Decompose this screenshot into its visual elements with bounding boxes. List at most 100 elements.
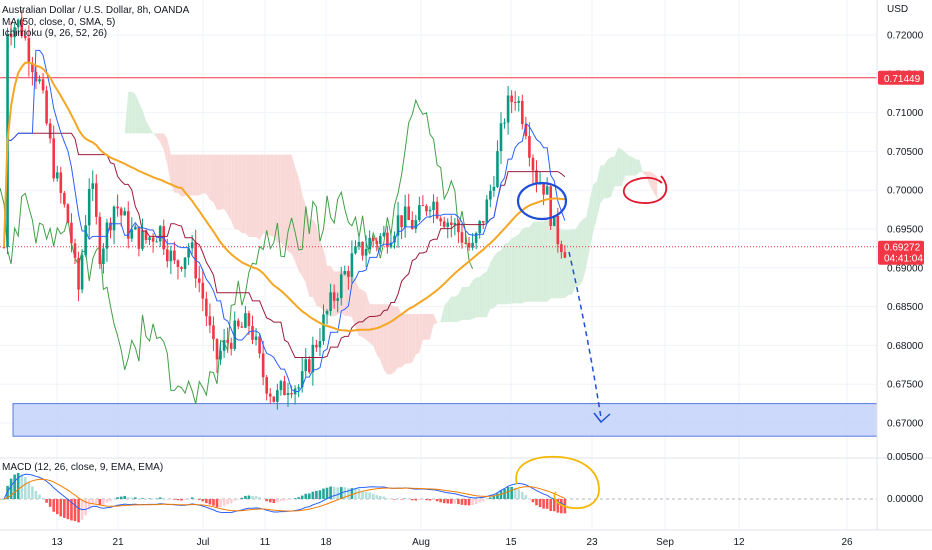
candle-body xyxy=(517,100,521,103)
candle-body xyxy=(311,344,315,373)
cloud-segment xyxy=(266,154,271,236)
macd-bar xyxy=(251,496,254,499)
candle-body xyxy=(503,122,506,124)
macd-bar xyxy=(272,499,276,504)
macd-bar xyxy=(293,498,297,499)
cloud-segment xyxy=(635,159,640,176)
macd-legend: MACD (12, 26, close, 9, EMA, EMA) xyxy=(2,462,163,473)
cloud-segment xyxy=(245,154,249,238)
cloud-segment xyxy=(639,159,643,174)
cloud-segment xyxy=(153,132,157,138)
cloud-segment xyxy=(600,165,604,204)
macd-bar xyxy=(538,499,542,508)
candle-body xyxy=(549,186,552,226)
macd-bar xyxy=(329,486,332,499)
macd-bar xyxy=(467,499,471,506)
time-axis[interactable]: 13 21 Jul 11 18 Aug 15 23 Sep 12 26 xyxy=(51,537,853,548)
candle-body xyxy=(112,206,116,231)
cloud-segment xyxy=(515,234,519,304)
macd-bar xyxy=(194,498,197,500)
candle-body xyxy=(66,204,70,223)
time-tick: 13 xyxy=(51,537,63,548)
macd-bar xyxy=(350,488,354,499)
cloud-segment xyxy=(447,296,452,323)
cloud-segment xyxy=(461,286,466,320)
candle-body xyxy=(496,151,499,187)
macd-bar xyxy=(524,495,528,499)
macd-bar xyxy=(55,499,59,515)
cloud-segment xyxy=(234,154,239,230)
candle-body xyxy=(506,95,510,123)
candle-body xyxy=(158,226,162,242)
candle-body xyxy=(560,244,563,253)
cloud-segment xyxy=(476,277,480,318)
macd-bar xyxy=(219,499,222,508)
price-tick: 0.72000 xyxy=(887,31,924,42)
cloud-segment xyxy=(614,147,619,187)
cloud-segment xyxy=(572,229,576,295)
cloud-segment xyxy=(312,219,317,306)
candle-body xyxy=(286,393,290,396)
price-tick: 0.69000 xyxy=(887,263,924,274)
macd-bar xyxy=(59,499,63,517)
cloud-segment xyxy=(603,159,608,199)
candle-body xyxy=(41,79,45,91)
candle-body xyxy=(336,298,339,301)
macd-bar xyxy=(201,499,205,502)
cloud-segment xyxy=(412,313,416,363)
candle-body xyxy=(34,72,38,82)
candle-body xyxy=(279,381,283,391)
cloud-segment xyxy=(252,154,257,238)
macd-bar xyxy=(2,499,6,500)
cloud-segment xyxy=(241,154,246,234)
macd-bar xyxy=(265,499,268,502)
macd-bar xyxy=(442,499,446,504)
cloud-segment xyxy=(383,304,388,375)
cloud-segment xyxy=(359,288,363,338)
macd-bar xyxy=(240,497,244,499)
candle-body xyxy=(16,19,20,28)
macd-bar xyxy=(237,498,240,500)
candle-body xyxy=(332,292,336,301)
cloud-segment xyxy=(405,313,409,364)
macd-bar xyxy=(31,486,34,499)
cloud-segment xyxy=(131,91,136,134)
cloud-segment xyxy=(479,273,484,318)
cloud-segment xyxy=(568,229,572,296)
macd-bar xyxy=(41,498,45,499)
candle-body xyxy=(297,387,300,389)
candle-body xyxy=(254,336,258,340)
candle-body xyxy=(442,221,446,227)
macd-bar xyxy=(364,491,368,499)
candle-body xyxy=(151,237,155,242)
macd-bar xyxy=(382,496,386,499)
macd-bar xyxy=(535,499,538,506)
candle-body xyxy=(308,359,311,373)
candle-body xyxy=(208,316,212,326)
cloud-segment xyxy=(625,152,629,176)
cloud-segment xyxy=(138,102,143,134)
candle-body xyxy=(247,313,251,326)
candle-body xyxy=(258,336,261,354)
macd-bar xyxy=(460,499,464,505)
price-axis[interactable]: 0.720000.715000.710000.705000.700000.695… xyxy=(887,31,924,430)
cloud-segment xyxy=(238,154,242,234)
cloud-segment xyxy=(128,91,132,134)
macd-bar xyxy=(552,499,556,512)
macd-bar xyxy=(34,491,38,499)
resistance-price-tag: 0.71449 xyxy=(878,70,924,85)
candle-body xyxy=(84,225,87,256)
time-tick: 11 xyxy=(260,537,271,548)
macd-bar xyxy=(258,497,261,499)
candle-body xyxy=(521,100,524,125)
macd-bar xyxy=(27,481,31,499)
cloud-segment xyxy=(483,271,487,318)
candle-body xyxy=(190,242,194,249)
macd-bar xyxy=(332,486,336,499)
candle-body xyxy=(272,396,276,402)
candle-body xyxy=(407,206,410,220)
candle-body xyxy=(552,215,556,226)
cloud-segment xyxy=(408,313,413,364)
cloud-segment xyxy=(376,304,381,360)
